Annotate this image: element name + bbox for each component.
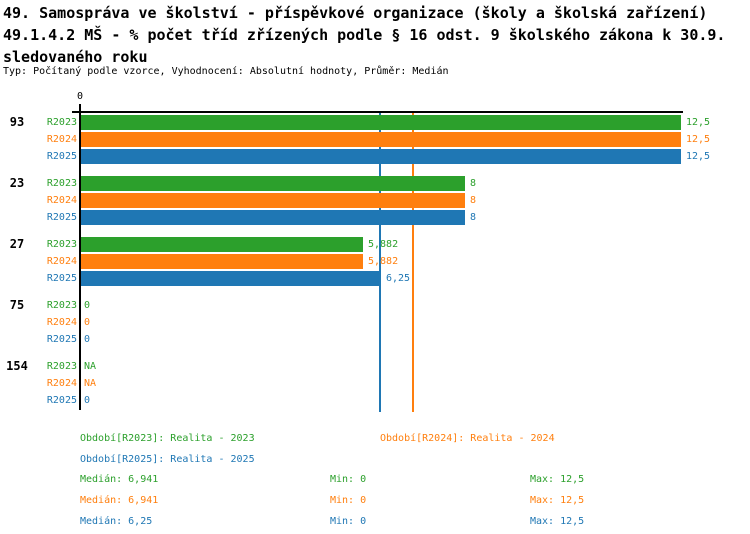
median-stat-r2023: Medián: 6,941 [80,474,159,485]
series-label-27-r2024: R2024 [46,256,77,267]
median-stat-r2025: Medián: 6,25 [80,516,153,527]
min-stat-r2025: Min: 0 [330,516,367,527]
value-label-154-r2023: NA [84,361,97,372]
value-axis-line [72,111,683,113]
series-label-75-r2023: R2023 [46,300,77,311]
bar-27-r2023 [81,237,363,252]
series-label-23-r2025: R2025 [46,212,77,223]
value-label-23-r2025: 8 [470,212,477,223]
value-label-27-r2023: 5,882 [368,239,399,250]
value-label-93-r2025: 12,5 [686,151,711,162]
series-label-23-r2023: R2023 [46,178,77,189]
value-label-75-r2025: 0 [84,334,91,345]
min-stat-r2023: Min: 0 [330,474,367,485]
legend-r2024: Období[R2024]: Realita - 2024 [380,433,555,444]
bar-93-r2025 [81,149,681,164]
series-label-27-r2025: R2025 [46,273,77,284]
chart-title-line-3: sledovaného roku [3,48,148,66]
group-label-93: 93 [9,115,25,129]
max-stat-r2023: Max: 12,5 [530,474,585,485]
chart-title-line-2: 49.1.4.2 MŠ - % počet tříd zřízených pod… [3,26,726,44]
bar-27-r2025 [81,271,381,286]
legend-r2023: Období[R2023]: Realita - 2023 [80,433,255,444]
chart-title-line-1: 49. Samospráva ve školství - příspěvkové… [3,4,708,22]
value-label-23-r2024: 8 [470,195,477,206]
min-stat-r2024: Min: 0 [330,495,367,506]
series-label-27-r2023: R2023 [46,239,77,250]
group-label-154: 154 [6,359,28,373]
value-label-75-r2023: 0 [84,300,91,311]
value-label-154-r2025: 0 [84,395,91,406]
bar-23-r2025 [81,210,465,225]
bar-23-r2023 [81,176,465,191]
median-line-r2024 [412,113,414,412]
chart-subtitle: Typ: Počítaný podle vzorce, Vyhodnocení:… [3,66,449,77]
series-label-154-r2025: R2025 [46,395,77,406]
value-label-27-r2025: 6,25 [386,273,411,284]
value-label-154-r2024: NA [84,378,97,389]
group-label-27: 27 [9,237,25,251]
value-label-93-r2023: 12,5 [686,117,711,128]
bar-93-r2023 [81,115,681,130]
max-stat-r2024: Max: 12,5 [530,495,585,506]
series-label-75-r2024: R2024 [46,317,77,328]
series-label-93-r2023: R2023 [46,117,77,128]
series-label-93-r2025: R2025 [46,151,77,162]
value-label-27-r2024: 5,882 [368,256,399,267]
series-label-75-r2025: R2025 [46,334,77,345]
group-label-75: 75 [9,298,25,312]
group-label-23: 23 [9,176,25,190]
legend-r2025: Období[R2025]: Realita - 2025 [80,454,255,465]
median-line-r2025 [379,113,381,412]
bar-93-r2024 [81,132,681,147]
value-axis-zero-tick-label: 0 [76,91,84,102]
series-label-154-r2024: R2024 [46,378,77,389]
series-label-154-r2023: R2023 [46,361,77,372]
series-label-93-r2024: R2024 [46,134,77,145]
max-stat-r2025: Max: 12,5 [530,516,585,527]
value-label-93-r2024: 12,5 [686,134,711,145]
bar-23-r2024 [81,193,465,208]
median-stat-r2024: Medián: 6,941 [80,495,159,506]
category-axis-line [79,104,81,410]
value-label-23-r2023: 8 [470,178,477,189]
value-label-75-r2024: 0 [84,317,91,328]
bar-27-r2024 [81,254,363,269]
series-label-23-r2024: R2024 [46,195,77,206]
